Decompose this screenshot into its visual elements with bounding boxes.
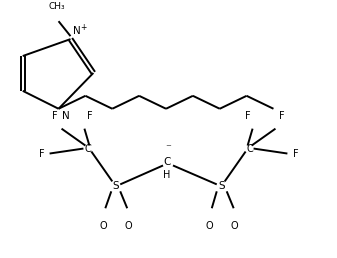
Text: O: O [231,221,239,231]
Text: O: O [206,221,214,231]
Text: H: H [163,171,171,180]
Text: N: N [62,111,69,121]
Text: N: N [73,26,81,36]
Text: +: + [81,23,87,32]
Text: O: O [124,221,132,231]
Text: F: F [279,111,284,121]
Text: S: S [218,181,225,191]
Text: F: F [52,111,57,121]
Text: F: F [87,111,92,121]
Text: CH₃: CH₃ [48,2,65,11]
Text: S: S [112,181,119,191]
Text: F: F [39,149,44,158]
Text: F: F [245,111,250,121]
Text: C: C [163,157,171,167]
Text: O: O [99,221,107,231]
Text: C: C [84,143,91,154]
Text: ⁻: ⁻ [165,143,171,154]
Text: C: C [246,143,253,154]
Text: F: F [293,149,298,158]
